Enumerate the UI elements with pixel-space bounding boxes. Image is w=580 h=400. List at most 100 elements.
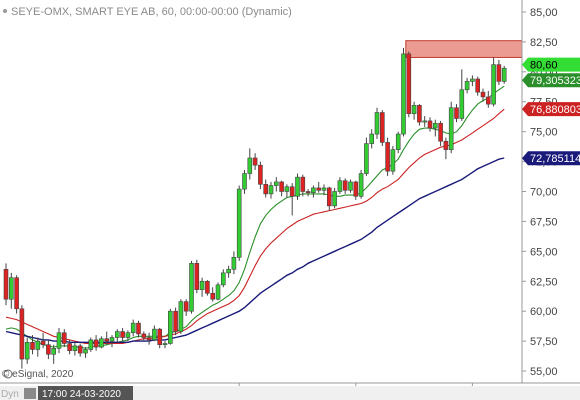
crosshair-time: 17:00 24-03-2020: [42, 389, 121, 400]
candle-body: [300, 176, 306, 192]
candle: [236, 185, 242, 261]
candle: [215, 282, 221, 301]
candle: [395, 131, 401, 154]
candle-body: [411, 105, 417, 115]
candle-body: [369, 133, 375, 144]
candle: [358, 169, 364, 199]
candle: [470, 75, 475, 87]
candle-body: [258, 164, 263, 185]
candle: [364, 137, 369, 176]
candle-body: [231, 257, 237, 270]
candle-body: [358, 173, 364, 197]
candle: [300, 174, 306, 197]
candle: [252, 153, 258, 170]
candle: [194, 259, 200, 294]
candle-body: [93, 339, 99, 348]
candle-body: [9, 277, 14, 300]
candle-body: [385, 142, 390, 172]
candle-body: [30, 342, 35, 350]
candle: [189, 260, 194, 314]
candle-body: [99, 338, 104, 348]
candle-body: [284, 186, 290, 192]
candle-body: [501, 67, 507, 82]
candle: [369, 129, 375, 149]
y-tick-label: 67,50: [530, 216, 558, 228]
candle-body: [470, 78, 475, 82]
y-tick-label: 70,00: [530, 187, 558, 199]
candle-body: [14, 277, 19, 310]
candle-body: [427, 120, 433, 129]
candle-body: [168, 310, 173, 344]
candle-body: [273, 181, 279, 186]
candle-body: [395, 133, 401, 150]
candle: [353, 180, 359, 200]
candle-body: [443, 140, 449, 150]
candle: [501, 65, 507, 84]
candle: [205, 280, 210, 296]
candle: [258, 161, 263, 190]
candle: [321, 184, 327, 196]
crosshair-time-box: [38, 386, 133, 400]
candle: [459, 69, 465, 121]
candle: [157, 327, 162, 349]
candle: [67, 339, 72, 355]
y-tick-label: 65,00: [530, 246, 558, 258]
candle-body: [332, 191, 337, 207]
candle-body: [61, 332, 67, 344]
candle: [480, 88, 486, 102]
candle: [130, 319, 136, 337]
candle: [152, 325, 157, 342]
candle: [173, 307, 178, 336]
candle-body: [104, 338, 109, 342]
candle-body: [432, 122, 438, 129]
candle-body: [252, 157, 258, 166]
price-label-text: 72,785114: [530, 153, 580, 165]
candle: [199, 277, 205, 297]
candle-body: [3, 268, 9, 300]
candle: [491, 57, 496, 107]
candle-body: [295, 176, 300, 197]
y-tick-label: 60,00: [530, 306, 558, 318]
candle-body: [136, 322, 141, 335]
candle-body: [205, 280, 210, 294]
candle: [422, 116, 428, 127]
candle: [183, 299, 189, 316]
candle: [99, 336, 104, 349]
candle-body: [353, 181, 359, 197]
candle-body: [115, 331, 120, 338]
candles: [3, 47, 507, 369]
candle-body: [454, 107, 459, 119]
candle: [115, 329, 120, 343]
candle-body: [199, 280, 205, 290]
candle: [40, 332, 46, 349]
y-tick-label: 57,50: [530, 336, 558, 348]
candle: [464, 77, 470, 94]
candle-body: [51, 347, 57, 355]
candle-body: [459, 89, 465, 119]
copyright: © eSignal, 2020: [2, 369, 74, 380]
candle-body: [56, 332, 62, 349]
candle-body: [109, 337, 115, 342]
candle: [379, 110, 385, 147]
candle: [268, 181, 274, 199]
y-tick-label: 62,50: [530, 276, 558, 288]
candle-body: [24, 342, 30, 360]
candle-body: [390, 149, 396, 172]
candle: [19, 305, 25, 369]
price-label: 72,785114: [522, 151, 580, 166]
candle-body: [491, 64, 496, 105]
candle-body: [448, 107, 454, 150]
candle-body: [226, 268, 231, 274]
candle: [88, 337, 94, 352]
candle: [448, 101, 454, 154]
candle-body: [337, 180, 343, 192]
candle-body: [157, 328, 162, 345]
candle-body: [374, 112, 380, 135]
candle-body: [496, 64, 502, 82]
candle: [289, 183, 295, 216]
candle-body: [88, 339, 94, 350]
candle-body: [348, 181, 353, 191]
candle: [305, 189, 311, 197]
